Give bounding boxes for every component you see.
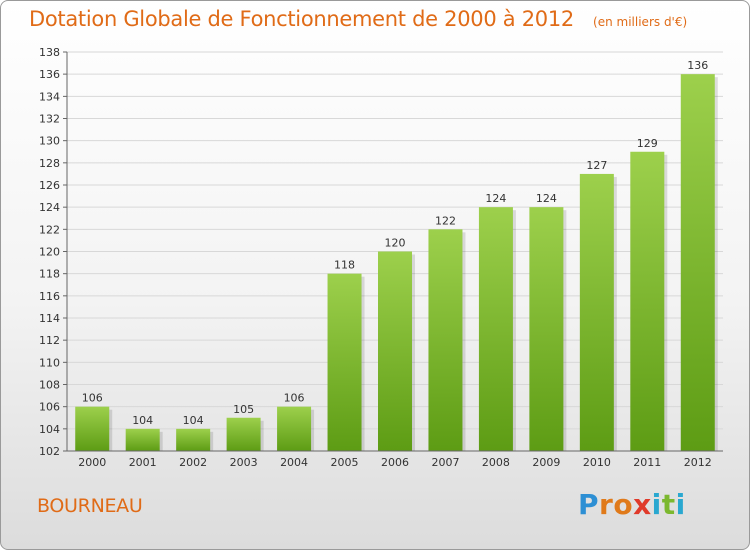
y-tick-label: 104 (39, 423, 60, 436)
value-label: 124 (536, 192, 557, 205)
bar-2001 (125, 428, 160, 451)
y-tick-label: 108 (39, 379, 60, 392)
bar-2003 (226, 417, 261, 451)
value-label: 120 (385, 237, 406, 250)
x-tick-label: 2010 (583, 456, 611, 469)
value-label: 106 (284, 392, 305, 405)
y-tick-label: 122 (39, 223, 60, 236)
y-tick-label: 110 (39, 356, 60, 369)
axes: 102 104 106 108 110 112 114 116 118 120 122 124 126 1… (39, 46, 723, 469)
y-tick-label: 112 (39, 334, 60, 347)
value-label: 127 (586, 159, 607, 172)
bar-2011 (630, 151, 665, 451)
y-tick-label: 102 (39, 445, 60, 458)
x-tick-label: 2004 (280, 456, 308, 469)
x-tick-label: 2012 (684, 456, 712, 469)
bar-2000 (75, 406, 110, 451)
logo-letter: i (651, 488, 662, 521)
bar-2010 (579, 173, 614, 451)
bar-2005 (327, 273, 362, 451)
bar-2006 (378, 251, 412, 451)
logo-letter: o (613, 488, 634, 521)
y-tick-label: 114 (39, 312, 60, 325)
logo-letter: x (633, 488, 652, 521)
value-label: 104 (183, 414, 204, 427)
x-tick-label: 2006 (381, 456, 409, 469)
x-tick-label: 2011 (633, 456, 661, 469)
value-label: 136 (687, 59, 708, 72)
x-tick-label: 2003 (230, 456, 258, 469)
value-label: 105 (233, 403, 254, 416)
x-tick-label: 2002 (179, 456, 207, 469)
x-tick-label: 2007 (431, 456, 459, 469)
y-tick-label: 134 (39, 90, 60, 103)
value-label: 118 (334, 259, 355, 272)
x-tick-label: 2000 (78, 456, 106, 469)
y-tick-label: 124 (39, 201, 60, 214)
x-tick-label: 2001 (129, 456, 157, 469)
y-tick-label: 106 (39, 401, 60, 414)
bar-2009 (529, 207, 564, 451)
value-label: 104 (132, 414, 153, 427)
bar-2012 (680, 74, 715, 452)
chart-title: Dotation Globale de Fonctionnement de 20… (29, 7, 574, 31)
y-tick-label: 128 (39, 157, 60, 170)
logo-letter: P (578, 488, 600, 521)
bar-2008 (478, 207, 513, 451)
x-tick-label: 2009 (532, 456, 560, 469)
chart-unit: (en milliers d'€) (593, 15, 688, 29)
bar-2004 (277, 406, 312, 451)
y-tick-label: 116 (39, 290, 60, 303)
logo-letter: r (599, 488, 614, 521)
value-label: 124 (485, 192, 506, 205)
x-tick-label: 2005 (331, 456, 359, 469)
value-label: 122 (435, 214, 456, 227)
bar-2007 (428, 229, 463, 451)
y-tick-label: 138 (39, 46, 60, 59)
x-tick-label: 2008 (482, 456, 510, 469)
logo-letter: t (661, 488, 676, 521)
y-tick-label: 136 (39, 68, 60, 81)
title-block: Dotation Globale de Fonctionnement de 20… (29, 7, 687, 31)
y-tick-label: 118 (39, 268, 60, 281)
y-tick-label: 130 (39, 135, 60, 148)
value-label: 129 (637, 137, 658, 150)
bar-2002 (176, 428, 211, 451)
y-tick-label: 120 (39, 246, 60, 259)
proxiti-logo: Proxiti (578, 488, 686, 521)
bars: 106 104 104 105 106 118 120 122 124 124 127 129 136 (75, 59, 718, 452)
y-tick-label: 126 (39, 179, 60, 192)
y-tick-label: 132 (39, 113, 60, 126)
logo-letter: i (675, 488, 686, 521)
value-label: 106 (82, 392, 103, 405)
commune-name: BOURNEAU (37, 495, 143, 517)
